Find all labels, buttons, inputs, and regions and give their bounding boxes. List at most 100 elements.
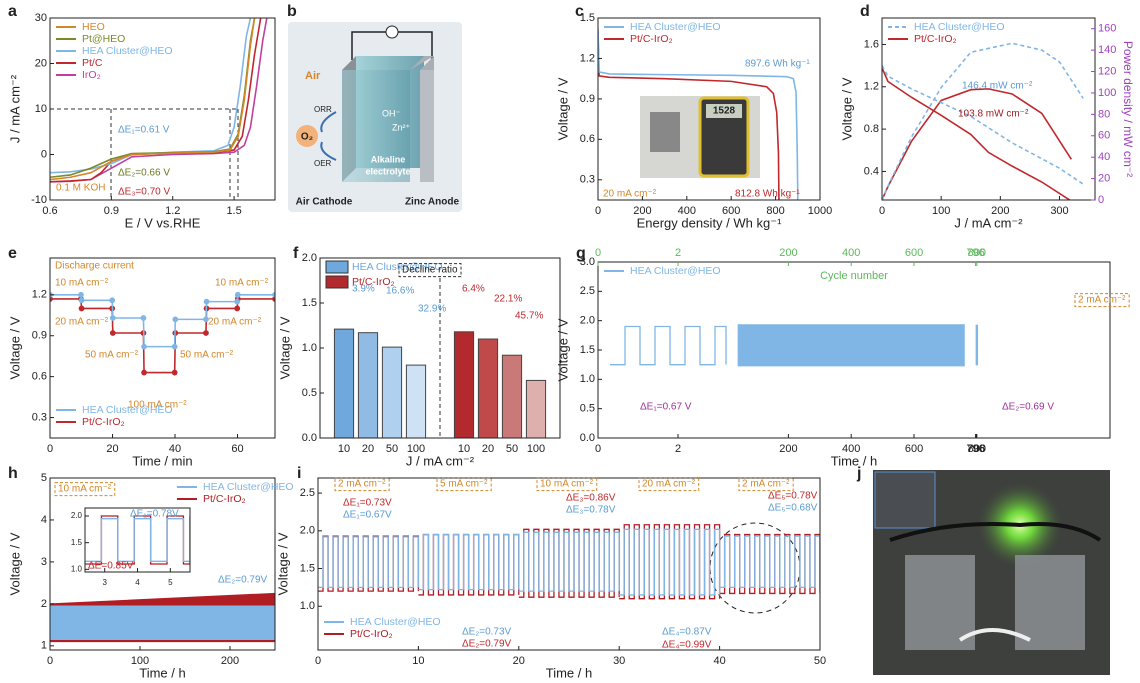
point [171,343,178,350]
y-tick-label: -10 [31,194,47,206]
point [141,343,147,350]
diagram-label: Air [305,70,321,82]
point [78,297,85,304]
y2-tick-label: 60 [1098,130,1110,142]
y-tick-label: 1.6 [864,38,879,50]
cycle-curve [719,535,820,589]
x-axis-label: Time / min [132,453,192,468]
cycle-band [737,324,965,367]
o2-bubble [296,125,318,147]
x-tick-label: 100 [131,655,149,667]
y-tick-label: 0.0 [580,432,595,444]
x-tick-label: 200 [221,655,239,667]
x-axis-label: Time / h [139,665,185,678]
x-tick-label: 5 [168,578,173,587]
y-tick-label: 1.5 [300,562,315,574]
annotation: 897.6 Wh kg⁻¹ [745,59,810,70]
point [203,316,209,323]
x-tick-label: 10 [412,655,424,667]
cell-2 [1015,555,1085,650]
annotation: ΔE=0.85V [88,561,134,572]
x-tick-label: 40 [169,443,181,455]
y-tick-label: 1.0 [302,342,317,354]
x-tick-label: 20 [513,655,525,667]
y-tick-label: 0.3 [32,411,47,423]
bar [357,332,379,439]
cycle-curve [518,531,620,592]
diagram-b: Air ORR OER O₂ OH⁻ Zn²⁺ Alkaline electro… [288,22,462,212]
panel-label: j [856,465,861,482]
annotation: ΔE₁=0.61 V [118,125,170,136]
annotation: ΔE₁=0.73V [343,498,392,509]
plot-frame [597,17,821,201]
y-tick-label: 2.0 [302,252,317,264]
x-tick-label: 0 [595,443,601,455]
annotation: 50 mA cm⁻² [85,350,139,361]
bar [501,354,523,439]
guides [50,108,239,200]
annotation: 45.7% [515,311,543,322]
x-tick-label: 100 [527,443,545,455]
y-tick-label: 0.9 [580,93,595,105]
y2-tick-label: 100 [1098,87,1116,99]
y2-tick-label: 40 [1098,151,1110,163]
plot-area [50,18,268,183]
x-tick-label: 200 [633,205,651,217]
legend-label: HEA Cluster@HEO [914,21,1005,33]
bar [381,346,403,439]
series-line [50,298,275,374]
x-tick-label: 2 [675,443,681,455]
y-tick-label: 0.5 [302,387,317,399]
x-tick-label: 798 [967,443,985,455]
y-axis-label: Voltage / V [277,316,292,379]
y2-tick-label: 20 [1098,172,1110,184]
annotation: 10 mA cm⁻² [540,479,594,490]
annotation: 812.8 Wh kg⁻¹ [735,189,800,200]
x-tick-label: 0.6 [42,205,57,217]
x-tick-label: 10 [458,443,470,455]
bar [333,328,355,439]
annotation-box [398,263,462,278]
x-axis-label: J / mA cm⁻² [406,453,475,468]
annotation: ΔE₃=0.78V [566,505,616,516]
y-tick-label: 3 [41,556,47,568]
annotation: ΔE₅=0.78V [768,491,818,502]
bar [525,379,547,439]
annotation: 10 mA cm⁻² [58,484,112,495]
x-tick-label: 300 [1050,205,1068,217]
point [272,291,275,298]
annotation-box [738,477,794,492]
series-line [598,34,780,200]
cycle-curve [610,325,727,366]
x-tick-label: 400 [678,205,696,217]
annotation: ΔE₃=0.70 V [118,187,171,198]
panel-label: i [297,465,301,482]
y-tick-label: 1.2 [580,52,595,64]
top-tick-label: 200 [779,247,797,259]
x-tick-label: 200 [991,205,1009,217]
annotation-box [638,477,700,492]
y2-tick-label: 160 [1098,23,1116,35]
y2-tick-label: 120 [1098,65,1116,77]
x-tick-label: 10 [338,443,350,455]
annotation: 2 mA cm⁻² [742,479,790,490]
x-tick-label: 0 [315,655,321,667]
series-line [50,294,275,348]
x-tick-label: 50 [814,655,826,667]
annotation: Discharge current [55,261,134,272]
x-tick-label: 200 [779,443,797,455]
annotation: 16.6% [386,286,414,297]
series-line [598,28,799,200]
bar [453,331,475,439]
top-tick-label: 796 [966,247,984,259]
legend-label: HEA Cluster@HEO [82,404,173,416]
annotation: 20 mA cm⁻² [642,479,696,490]
y2-tick-label: 140 [1098,44,1116,56]
cycle-band [50,605,275,641]
legend-label: HEA Cluster@HEO [630,265,721,277]
x-tick-label: 1.2 [165,205,180,217]
annotation: 146.4 mW cm⁻² [962,81,1033,92]
legend-swatch [325,260,349,274]
x-axis-label: Time / h [831,453,877,468]
